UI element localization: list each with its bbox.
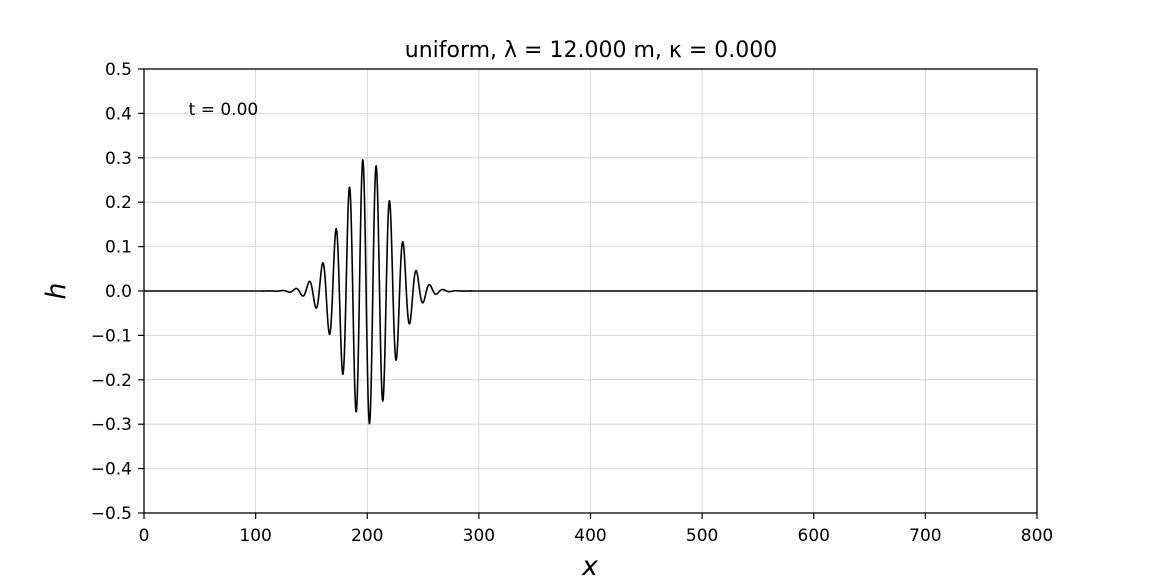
- x-tick-label: 700: [909, 526, 941, 546]
- y-tick-label: 0.5: [105, 60, 132, 80]
- grid: [143, 68, 1038, 514]
- x-tick-label: 500: [686, 526, 718, 546]
- x-tick-label: 400: [574, 526, 606, 546]
- y-tick-label: 0.0: [105, 282, 132, 302]
- series-line: [143, 159, 1038, 425]
- x-tick-label: 0: [139, 526, 150, 546]
- y-axis: 0.5 0.4 0.3 0.2 0.1 0.0 −0.1 −0.2 −0.3 −0.4 −0.5: [91, 60, 144, 524]
- x-axis: 0 100 200 300 400 500 600 700 800: [139, 513, 1053, 546]
- y-tick-label: 0.3: [105, 149, 132, 169]
- y-tick-label: 0.2: [105, 193, 132, 213]
- series-layer: [143, 159, 1038, 425]
- x-tick-label: 300: [463, 526, 495, 546]
- y-tick-label: −0.2: [91, 371, 132, 391]
- x-tick-label: 600: [798, 526, 830, 546]
- y-tick-label: −0.1: [91, 326, 132, 346]
- y-axis-label: h: [41, 282, 72, 299]
- y-tick-label: −0.4: [91, 460, 132, 480]
- y-tick-label: 0.1: [105, 238, 132, 258]
- chart-title: uniform, λ = 12.000 m, κ = 0.000: [405, 38, 777, 63]
- y-tick-label: −0.5: [91, 504, 132, 524]
- y-tick-label: −0.3: [91, 415, 132, 435]
- y-tick-label: 0.4: [105, 104, 132, 124]
- x-axis-label: x: [581, 551, 599, 576]
- x-tick-label: 200: [351, 526, 383, 546]
- time-annotation: t = 0.00: [189, 100, 259, 120]
- x-tick-label: 800: [1021, 526, 1053, 546]
- x-tick-label: 100: [239, 526, 271, 546]
